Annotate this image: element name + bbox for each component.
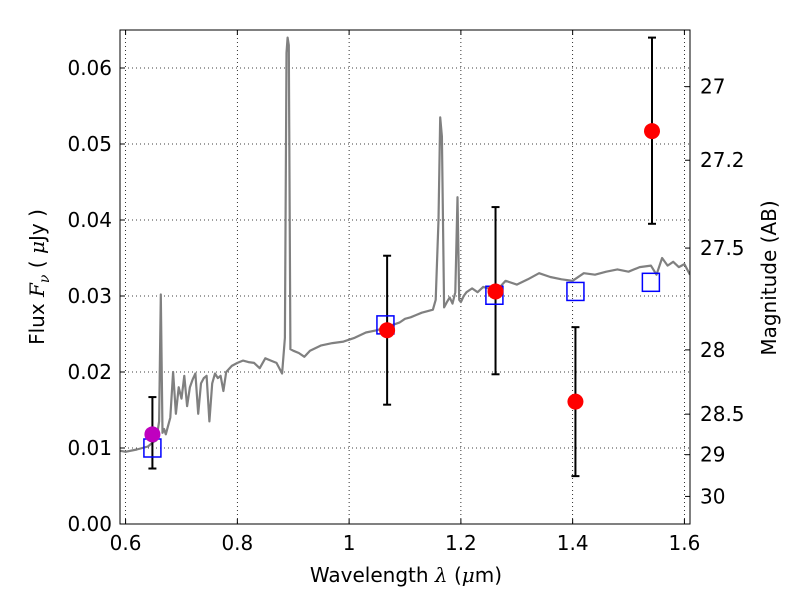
- y-tick-label: 0.05: [67, 132, 112, 156]
- x-tick-label: 1.2: [445, 531, 477, 555]
- synthetic-square: [641, 272, 661, 293]
- y-tick-label: 0.03: [67, 284, 112, 308]
- y2-tick-label: 29: [700, 443, 725, 467]
- y-tick-label: 0.00: [67, 512, 112, 536]
- y2-tick-label: 28.5: [700, 402, 745, 426]
- y2-tick-label: 27.5: [700, 236, 745, 260]
- observation-point: [567, 393, 584, 410]
- observation-point: [144, 426, 161, 443]
- x-tick-label: 1.4: [557, 531, 589, 555]
- x-tick-label: 1: [343, 531, 356, 555]
- y2-tick-label: 28: [700, 338, 725, 362]
- y-axis-label: Flux Fν ( μJy ): [25, 209, 53, 345]
- plot-frame: [119, 29, 691, 525]
- y2-tick-label: 27.2: [700, 148, 745, 172]
- y-axis: 0.00 0.01 0.02 0.03 0.04 0.05 0.06: [67, 56, 125, 536]
- x-tick-label: 0.8: [221, 531, 253, 555]
- y-tick-label: 0.04: [67, 208, 112, 232]
- spectrum-line: [120, 36, 690, 453]
- y2-tick-label: 30: [700, 484, 725, 508]
- y2-tick-label: 27: [700, 75, 725, 99]
- y-tick-label: 0.01: [67, 436, 112, 460]
- y2-axis-label: Magnitude (AB): [757, 200, 781, 355]
- synthetic-square: [566, 281, 585, 302]
- y-tick-label: 0.02: [67, 360, 112, 384]
- observation-point: [379, 322, 396, 339]
- y2-axis: 27 27.2 27.5 28 28.5 29 30: [685, 75, 745, 508]
- observed-points: [144, 123, 660, 443]
- observation-point: [487, 283, 504, 300]
- x-axis-label: Wavelength λ (μm): [310, 563, 502, 587]
- x-axis: 0.6 0.8 1 1.2 1.4 1.6: [110, 30, 701, 555]
- x-tick-label: 0.6: [110, 531, 142, 555]
- observation-point: [644, 123, 660, 140]
- x-tick-label: 1.6: [669, 531, 701, 555]
- y-tick-label: 0.06: [67, 56, 112, 80]
- model-spectrum: [120, 36, 690, 453]
